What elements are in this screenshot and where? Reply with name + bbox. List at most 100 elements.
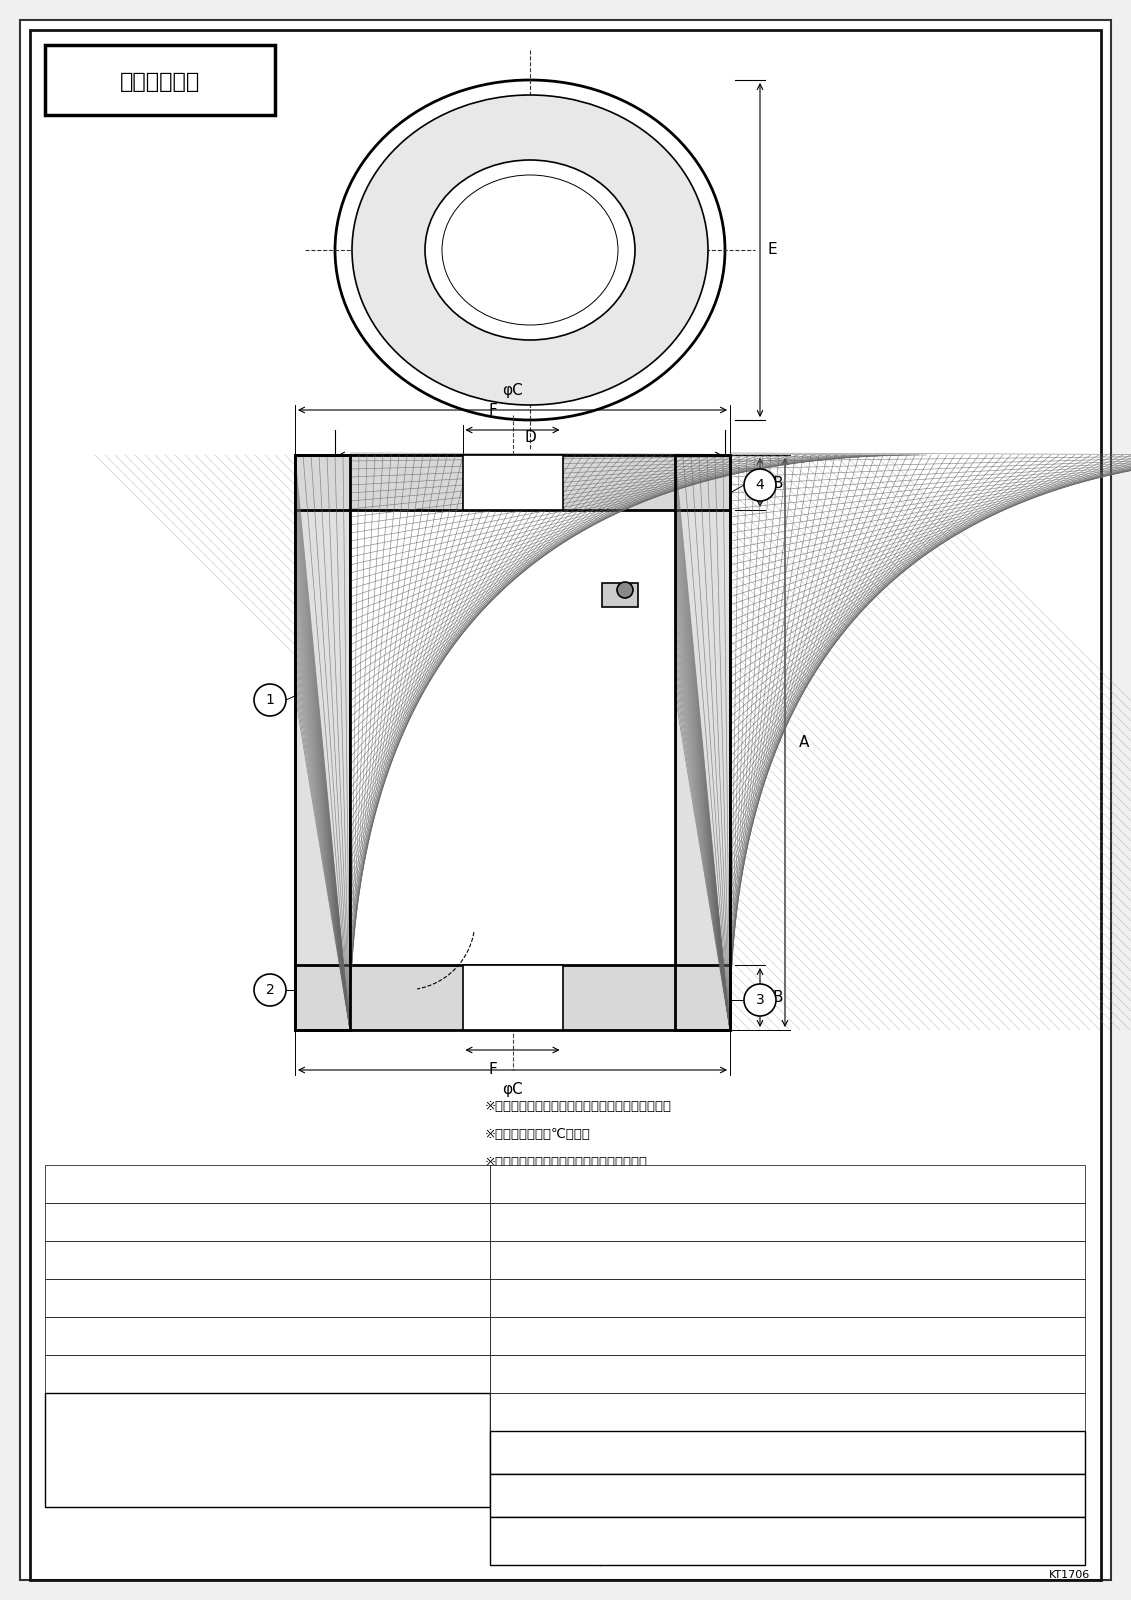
Text: 商品記号: 商品記号 [538,1488,572,1502]
Text: ウォーターベスト: ウォーターベスト [793,1443,887,1462]
Ellipse shape [335,80,725,419]
Text: 4/: 4/ [153,1430,182,1459]
Text: 材　質: 材 質 [294,1330,317,1342]
Text: KWA－50: KWA－50 [967,1178,1018,1190]
Text: 18: 18 [713,1253,728,1267]
Text: KWA－25: KWA－25 [575,1178,625,1190]
Text: D: D [524,430,536,445]
Text: C3771: C3771 [285,1253,326,1267]
Text: B: B [772,990,783,1005]
Bar [45,1355,490,1394]
Bar [295,454,349,1030]
Bar [490,1242,1085,1278]
Text: 1: 1 [74,1178,81,1190]
Text: B: B [511,1253,519,1267]
Text: 3: 3 [74,1253,81,1267]
Bar [45,1203,490,1242]
Text: 79: 79 [985,1291,1001,1304]
Bar [490,1165,1085,1203]
Text: 80,5: 80,5 [706,1330,734,1342]
Text: 54: 54 [592,1291,608,1304]
Text: ダ　ン　バ: ダ ン バ [156,1216,193,1229]
Bar [490,1474,1085,1517]
Bar [490,1278,1085,1317]
Text: φC: φC [502,1082,523,1098]
Text: 1: 1 [266,693,275,707]
Circle shape [744,984,776,1016]
Bar [463,965,562,1030]
Text: KWA－40: KWA－40 [814,1178,865,1190]
Text: 87: 87 [984,1330,1001,1342]
Text: バランスウエイト: バランスウエイト [145,1253,205,1267]
Bar [675,454,729,1030]
Text: Rc 1: Rc 1 [586,1405,614,1419]
Text: 66,5: 66,5 [706,1291,734,1304]
Text: 173: 173 [981,1216,1004,1229]
Ellipse shape [352,94,708,405]
Bar [490,1517,1085,1565]
Text: 垂直取付専用: 垂直取付専用 [120,72,200,91]
Text: 2: 2 [74,1216,81,1229]
Circle shape [744,469,776,501]
Text: 17: 17 [832,1253,848,1267]
Text: 本　　体: 本 体 [159,1178,190,1190]
Text: 尺度：None: 尺度：None [202,1368,258,1381]
Text: 2: 2 [266,982,275,997]
Bar [295,454,729,510]
Text: ※本品は、定期的なメンテナンスを必要とします。: ※本品は、定期的なメンテナンスを必要とします。 [485,1101,672,1114]
Text: 115: 115 [588,1216,612,1229]
Text: φC: φC [502,382,523,398]
Text: E: E [767,243,777,258]
Bar [490,1317,1085,1355]
Text: 79: 79 [985,1368,1001,1381]
Text: 処　理: 処 理 [418,1330,441,1342]
Bar [295,454,349,1030]
Text: 図面番号: 図面番号 [538,1534,572,1549]
Text: 80,5: 80,5 [826,1330,854,1342]
Text: Rc 1 1/4: Rc 1 1/4 [694,1405,745,1419]
Text: 単位：mm: 単位：mm [87,1368,133,1381]
Bar [45,45,275,115]
Text: 4: 4 [74,1291,81,1304]
Text: ３ 画 法: ３ 画 法 [365,1368,395,1381]
Ellipse shape [425,160,634,341]
Text: ※本品は必ず手締めで取り付けてください。: ※本品は必ず手締めで取り付けてください。 [485,1155,648,1170]
Bar [45,1278,490,1317]
Text: シャフト: シャフト [159,1291,190,1304]
Circle shape [618,582,633,598]
Text: 部品名称: 部品名称 [159,1330,190,1342]
Text: 54: 54 [592,1368,608,1381]
Text: KWAシリーズ　25,32,40,50: KWAシリーズ 25,32,40,50 [746,1486,934,1504]
Text: SUS304: SUS304 [280,1291,329,1304]
Text: 13: 13 [593,1253,607,1267]
Bar [349,510,675,965]
Text: B: B [772,475,783,491]
Bar [45,1242,490,1278]
Bar [490,1394,1085,1430]
Text: G7001643: G7001643 [785,1531,896,1550]
Text: 67: 67 [832,1368,848,1381]
Text: 透　明: 透 明 [418,1178,441,1190]
Text: ※耐熱温度は７０℃です。: ※耐熱温度は７０℃です。 [485,1128,590,1141]
Bar [602,582,638,606]
Text: 符号: 符号 [70,1330,85,1342]
Text: 138: 138 [708,1216,732,1229]
Text: 3: 3 [756,994,765,1006]
Text: Rc 2: Rc 2 [978,1405,1007,1419]
Text: 67: 67 [713,1368,728,1381]
Bar [295,965,729,1030]
Bar [490,1430,1085,1474]
Circle shape [254,974,286,1006]
Bar [45,1165,490,1203]
Text: KT1706: KT1706 [1048,1570,1090,1581]
Text: F: F [489,403,497,418]
Text: Rc 1 1/2: Rc 1 1/2 [814,1405,866,1419]
Text: TOEI KOGYO: TOEI KOGYO [191,1435,343,1454]
Text: F: F [489,1062,497,1077]
Text: 66,5: 66,5 [826,1291,854,1304]
Text: A: A [511,1216,519,1229]
Text: C: C [510,1291,519,1304]
Text: ABS樹脂: ABS樹脂 [285,1178,325,1190]
Text: 137,5: 137,5 [822,1216,858,1229]
Circle shape [254,685,286,717]
